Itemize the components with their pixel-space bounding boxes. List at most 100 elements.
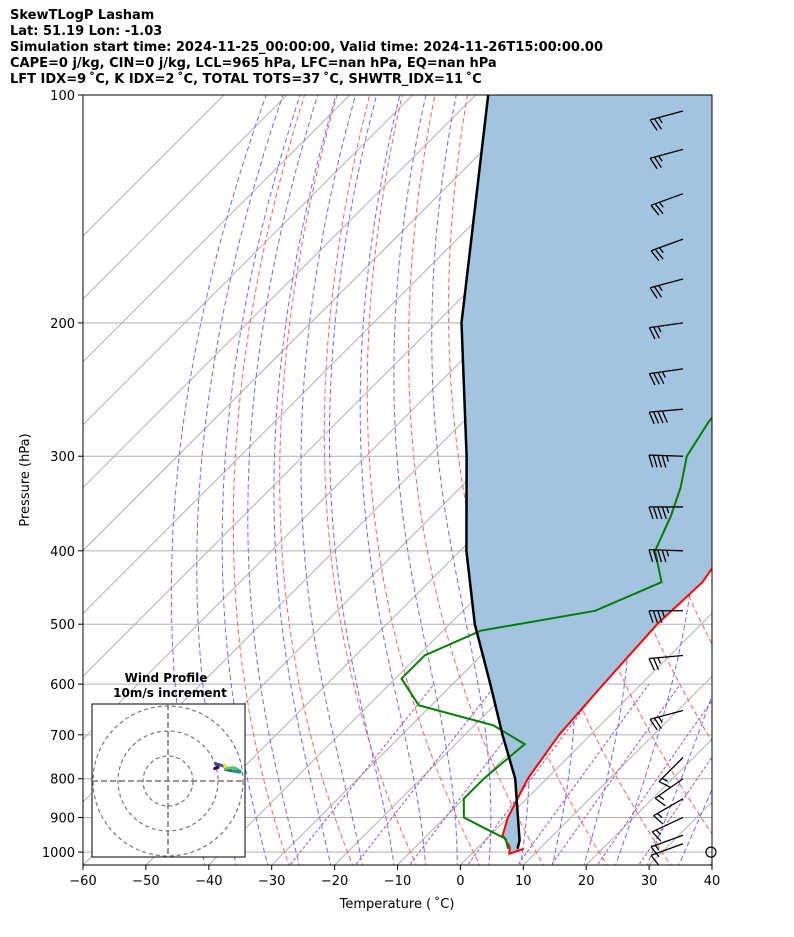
wind-barb-flag (652, 549, 658, 563)
wind-barb-shaft (654, 778, 684, 799)
wind-barb-flag (652, 455, 658, 468)
wind-barb-shaft (648, 548, 684, 552)
x-axis-label: Temperature ( ˚C) (339, 896, 455, 912)
wind-barb-shaft (649, 110, 684, 121)
mixing-ratio-line (467, 683, 603, 865)
wind-barbs (648, 110, 717, 866)
y-tick-label: 300 (50, 450, 75, 465)
y-tick-label: 800 (50, 773, 75, 788)
y-tick-label: 200 (50, 317, 75, 332)
moist-adiabat (221, 95, 301, 865)
dry-adiabat (232, 95, 305, 865)
y-tick-label: 700 (50, 729, 75, 744)
dry-adiabat (761, 95, 794, 868)
y-tick-label: 400 (50, 545, 75, 560)
wind-barb-half-flag (666, 550, 670, 557)
y-tick-label: 1000 (42, 846, 75, 861)
mixing-ratio-line (596, 699, 712, 865)
cape-line: CAPE=0 j/kg, CIN=0 j/kg, LCL=965 hPa, LF… (10, 56, 497, 71)
wind-barb-flag (648, 658, 655, 671)
wind-barb-flag (650, 846, 660, 858)
mixing-ratio-line (517, 683, 650, 865)
wind-barb-shaft (649, 654, 684, 660)
wind-barb-half-flag (666, 506, 670, 514)
moist-adiabat (431, 95, 492, 865)
wind-barb-flag (652, 506, 659, 520)
x-tick-label: −30 (258, 874, 285, 889)
wind-barb-flag (661, 410, 668, 423)
x-tick-label: −40 (195, 874, 222, 889)
index-line: LFT IDX=9 ˚C, K IDX=2 ˚C, TOTAL TOTS=37 … (10, 72, 482, 87)
wind-barb-flag (653, 717, 662, 730)
wind-barb-flag (652, 657, 660, 670)
wind-barb-half-flag (657, 657, 662, 664)
wind-barb-half-flag (658, 285, 663, 292)
mixing-ratio-line (289, 683, 435, 865)
x-tick-label: −50 (132, 874, 159, 889)
parcel-line (460, 95, 521, 850)
x-tick-label: 0 (456, 874, 464, 889)
wind-barb-shaft (649, 368, 684, 375)
wind-barb-shaft (649, 322, 684, 329)
wind-barb-flag (649, 157, 658, 170)
wind-barb-shaft (650, 238, 684, 252)
wind-barb-half-flag (658, 795, 665, 800)
isotherm-line (83, 95, 414, 426)
wind-barb-half-flag (658, 247, 664, 254)
moist-adiabat (300, 95, 363, 865)
wind-barb-flag (652, 610, 659, 623)
y-tick-label: 500 (50, 618, 75, 633)
temperature-line (501, 566, 712, 856)
wind-barb-half-flag (666, 455, 670, 462)
wind-barb-flag (653, 372, 660, 385)
mixing-ratio-line (638, 756, 712, 865)
wind-barb-half-flag (656, 812, 663, 819)
wind-barb-flag (657, 372, 665, 384)
dry-adiabat (366, 95, 481, 865)
dry-adiabat (279, 95, 354, 865)
wind-barb-shaft (649, 408, 684, 413)
isotherm-line (83, 95, 288, 300)
x-tick-label: 10 (515, 874, 532, 889)
wind-barb-half-flag (655, 829, 662, 836)
moist-adiabat (273, 95, 337, 865)
isotherm-line (83, 95, 225, 237)
isotherm-line (83, 95, 351, 363)
wind-barb-flag (650, 250, 660, 262)
wind-barb-flag (661, 506, 667, 520)
dry-adiabat (448, 95, 608, 865)
wind-barb-flag (653, 118, 662, 130)
wind-barb-shaft (650, 193, 684, 206)
x-tick-label: −10 (384, 874, 411, 889)
wind-barb-flag (657, 549, 663, 563)
isotherm-line (83, 95, 540, 552)
y-tick-label: 100 (50, 89, 75, 104)
isotherm-line (459, 612, 712, 865)
y-tick-label: 900 (50, 811, 75, 826)
wind-barb-flag (658, 780, 671, 788)
wind-barb-flag (661, 455, 667, 468)
mixing-ratio-line (354, 683, 497, 865)
wind-barb-flag (648, 610, 654, 623)
wind-barb-flag (653, 326, 660, 339)
wind-barb-shaft (651, 816, 684, 833)
wind-barb-half-flag (658, 716, 663, 723)
wind-barb-flag (657, 411, 664, 424)
wind-barb-flag (648, 411, 655, 425)
wind-barb-shaft (658, 757, 684, 783)
y-tick-label: 600 (50, 678, 75, 693)
moist-adiabat (196, 95, 284, 865)
wind-barb-flag (652, 411, 660, 424)
wind-barb-flag (648, 549, 654, 562)
wind-barb-flag (657, 610, 663, 623)
x-tick-label: 20 (578, 874, 595, 889)
moist-adiabat (359, 95, 427, 865)
cin-shading (461, 95, 712, 854)
wind-barb-flag (654, 797, 666, 807)
wind-barb-half-flag (658, 201, 664, 208)
wind-barb-flag (648, 373, 656, 386)
location-line: Lat: 51.19 Lon: -1.03 (10, 24, 163, 39)
hodograph-inset (91, 703, 246, 858)
wind-barb-shaft (650, 834, 684, 848)
wind-barb-half-flag (654, 844, 660, 851)
